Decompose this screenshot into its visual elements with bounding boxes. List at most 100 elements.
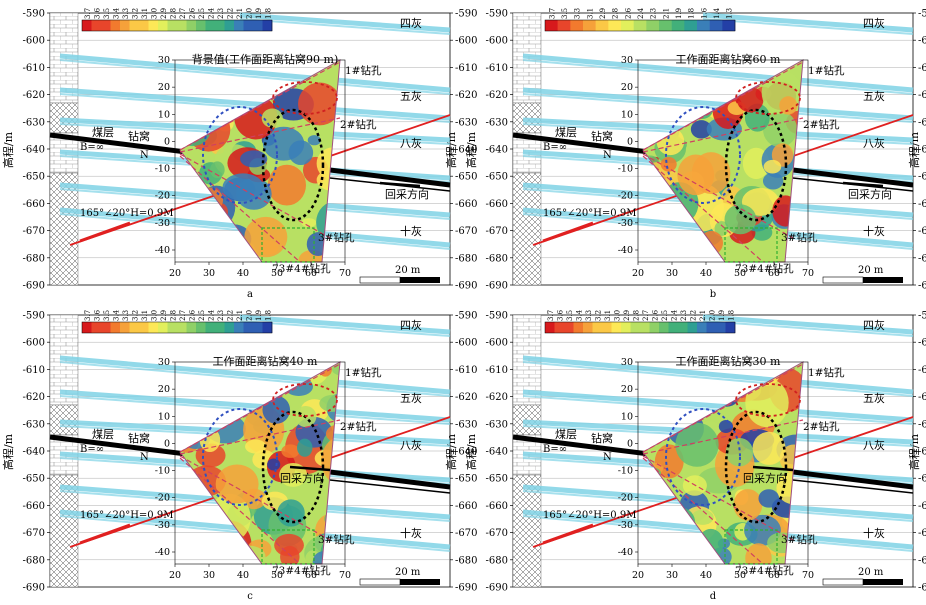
colorbar-swatch [573,322,584,333]
y-tick-label-right: -650 [455,172,477,183]
colorbar-label: 2.6 [188,7,196,19]
scale-bar-white [822,578,864,586]
y-tick-label-left: -660 [23,199,45,210]
heatmap-blob [267,458,281,471]
inner-y-tick-label: -40 [618,547,633,558]
label-hole-2: 2#钻孔 [340,118,377,131]
inner-y-tick-label: 0 [627,438,633,449]
colorbar-swatch [215,322,225,333]
colorbar-label: 2.7 [179,8,187,19]
colorbar-swatch [564,322,574,333]
mining-dir-arrow [842,181,884,188]
heatmap-blob [245,439,267,454]
colorbar-label: 2.5 [198,8,206,19]
colorbar-swatch [583,322,593,333]
colorbar-label: 2.8 [169,8,177,19]
y-tick-label-right: -620 [455,392,477,403]
colorbar-label: 2.3 [680,310,688,321]
y-tick-label-right: -610 [918,63,926,74]
heatmap-blob [277,499,305,527]
y-tick-label-right: -600 [455,36,477,47]
y-tick-label-left: -610 [486,63,508,74]
mining-dir-arrow [752,465,794,472]
y-tick-label-left: -600 [486,36,508,47]
si-hui-band-lower [239,18,451,35]
fault-arrow [542,221,594,243]
panel-c: -590 -590 -600 -600 -610 -610 -620 -620 -630 -630… [1,309,477,602]
colorbar-label: 1.8 [727,310,735,321]
panel-caption: a [247,289,253,300]
heatmap-blob [301,218,317,228]
y-tick-label-left: -650 [486,172,508,183]
colorbar-swatch [671,20,685,31]
y-tick-label-right: -590 [455,9,477,20]
inner-y-tick-label: -10 [155,164,170,175]
inner-y-tick-label: 10 [621,411,633,422]
y-tick-label-right: -670 [455,226,477,237]
band-2 [59,53,451,93]
colorbar-label: 3.5 [103,8,111,19]
y-tick-label-right: -600 [455,338,477,349]
heatmap-blob [281,444,300,458]
inner-x-tick-label: 60 [305,570,317,581]
colorbar-label: 2.3 [217,8,225,19]
colorbar-label: 3.4 [112,7,120,19]
colorbar-swatch [630,322,641,333]
band-2-lower [522,361,914,397]
anomaly-ellipse-red [735,81,801,115]
label-b-inf: B=∞ [80,444,104,455]
colorbar-swatch [659,20,672,31]
scale-bar-black [863,579,903,585]
borehole-1 [642,61,804,151]
y-tick-label-left: -640 [486,145,508,156]
label-hole-3: 3#钻孔 [318,533,355,546]
panel-caption: b [710,289,716,300]
y-tick-label-right: -680 [455,253,477,264]
colorbar-label: 3.1 [141,8,149,19]
y-tick-label-right: -660 [918,501,926,512]
y-tick-label-right: -690 [455,281,477,292]
colorbar-label: 1.9 [675,8,683,19]
borehole-1 [642,363,804,453]
colorbar-label: 2.8 [632,310,640,321]
inner-x-tick-label: 60 [768,268,780,279]
inner-y-tick-label: 20 [621,82,633,93]
label-hole-1: 1#钻孔 [808,64,845,77]
strata-column-base [512,474,542,588]
y-tick-label-right: -680 [918,555,926,566]
scale-bar-black [400,277,440,283]
inner-y-tick-label: -30 [155,218,170,229]
colorbar-swatch [570,20,584,31]
label-ba-hui: 八灰 [400,438,422,452]
colorbar-swatch [243,20,254,31]
coal-seam-lower [329,479,451,494]
inner-y-tick-label: -40 [155,547,170,558]
mining-dir-arrow [289,465,331,472]
label-shi-hui: 十灰 [863,224,885,238]
colorbar-swatch [243,322,254,333]
label-drill-nest: 钻窝 [128,129,150,143]
heatmap-blob [675,422,719,467]
inner-x-tick-label: 40 [237,268,249,279]
wu-hui-band [59,87,451,121]
label-wu-hui: 五灰 [863,391,885,405]
colorbar-swatch [608,20,622,31]
y-tick-label-right: -670 [455,528,477,539]
band-2-lower [522,59,914,95]
inner-x-tick-label: 70 [802,268,814,279]
colorbar-frame [544,19,736,32]
y-tick-label-right: -660 [918,199,926,210]
y-tick-label-left: -590 [486,311,508,322]
label-b-inf: B=∞ [543,444,567,455]
inner-x-tick-label: 50 [271,268,283,279]
anomaly-ellipse-black [724,410,788,524]
inner-y-tick-label: 10 [158,411,170,422]
y-tick-label-left: -650 [486,474,508,485]
colorbar-swatch [215,20,225,31]
heatmap-blob [677,154,715,196]
colorbar-swatch [205,322,216,333]
colorbar-swatch [697,322,707,333]
y-tick-label-left: -610 [23,63,45,74]
colorbar-swatch [725,322,736,333]
label-north: N [603,150,612,161]
